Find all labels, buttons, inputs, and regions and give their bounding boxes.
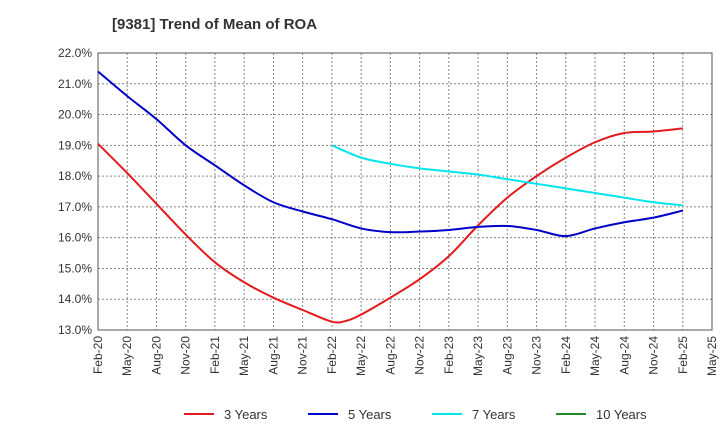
x-tick-label: Feb-25 xyxy=(676,336,690,374)
series-line-7-years xyxy=(331,144,683,207)
x-axis: Feb-20 May-20 Aug-20 Nov-20 Feb-21 May-21 Aug-… xyxy=(91,336,719,376)
series-line-3-years xyxy=(97,127,683,324)
legend-label-3-years: 3 Years xyxy=(224,407,268,422)
x-tick-label: Aug-24 xyxy=(617,336,631,375)
y-tick-label: 19.0% xyxy=(58,138,92,152)
x-tick-label: Aug-23 xyxy=(500,336,514,375)
y-tick-label: 22.0% xyxy=(58,46,92,60)
y-tick-label: 14.0% xyxy=(58,292,92,306)
series-lines xyxy=(97,70,683,324)
legend: 3 Years 5 Years 7 Years 10 Years xyxy=(184,407,647,422)
x-tick-label: Nov-24 xyxy=(647,336,661,375)
x-tick-label: May-23 xyxy=(471,336,485,376)
plot-area xyxy=(97,52,713,331)
x-tick-label: Nov-20 xyxy=(179,336,193,375)
x-tick-label: Feb-23 xyxy=(442,336,456,374)
x-tick-label: May-24 xyxy=(588,336,602,376)
y-tick-label: 13.0% xyxy=(58,323,92,337)
x-tick-label: May-21 xyxy=(237,336,251,376)
x-tick-label: May-25 xyxy=(705,336,719,376)
x-tick-label: Feb-24 xyxy=(559,336,573,374)
y-tick-label: 17.0% xyxy=(58,200,92,214)
x-tick-label: Feb-22 xyxy=(325,336,339,374)
legend-label-10-years: 10 Years xyxy=(596,407,647,422)
series-line-5-years xyxy=(97,70,683,238)
x-tick-label: Feb-21 xyxy=(208,336,222,374)
x-tick-label: Feb-20 xyxy=(91,336,105,374)
x-tick-label: Aug-20 xyxy=(149,336,163,375)
x-tick-label: Aug-22 xyxy=(383,336,397,375)
x-tick-label: May-20 xyxy=(120,336,134,376)
x-tick-label: Nov-22 xyxy=(413,336,427,375)
x-tick-label: Aug-21 xyxy=(266,336,280,375)
y-tick-label: 16.0% xyxy=(58,231,92,245)
y-tick-label: 21.0% xyxy=(58,77,92,91)
legend-label-7-years: 7 Years xyxy=(472,407,516,422)
x-tick-label: Nov-21 xyxy=(296,336,310,375)
legend-label-5-years: 5 Years xyxy=(348,407,392,422)
y-axis: 22.0% 21.0% 20.0% 19.0% 18.0% 17.0% 16.0% 15.0%… xyxy=(58,46,92,337)
y-tick-label: 15.0% xyxy=(58,261,92,275)
x-tick-label: May-22 xyxy=(354,336,368,376)
y-tick-label: 20.0% xyxy=(58,108,92,122)
x-tick-label: Nov-23 xyxy=(530,336,544,375)
y-tick-label: 18.0% xyxy=(58,169,92,183)
chart-title: [9381] Trend of Mean of ROA xyxy=(112,16,317,33)
